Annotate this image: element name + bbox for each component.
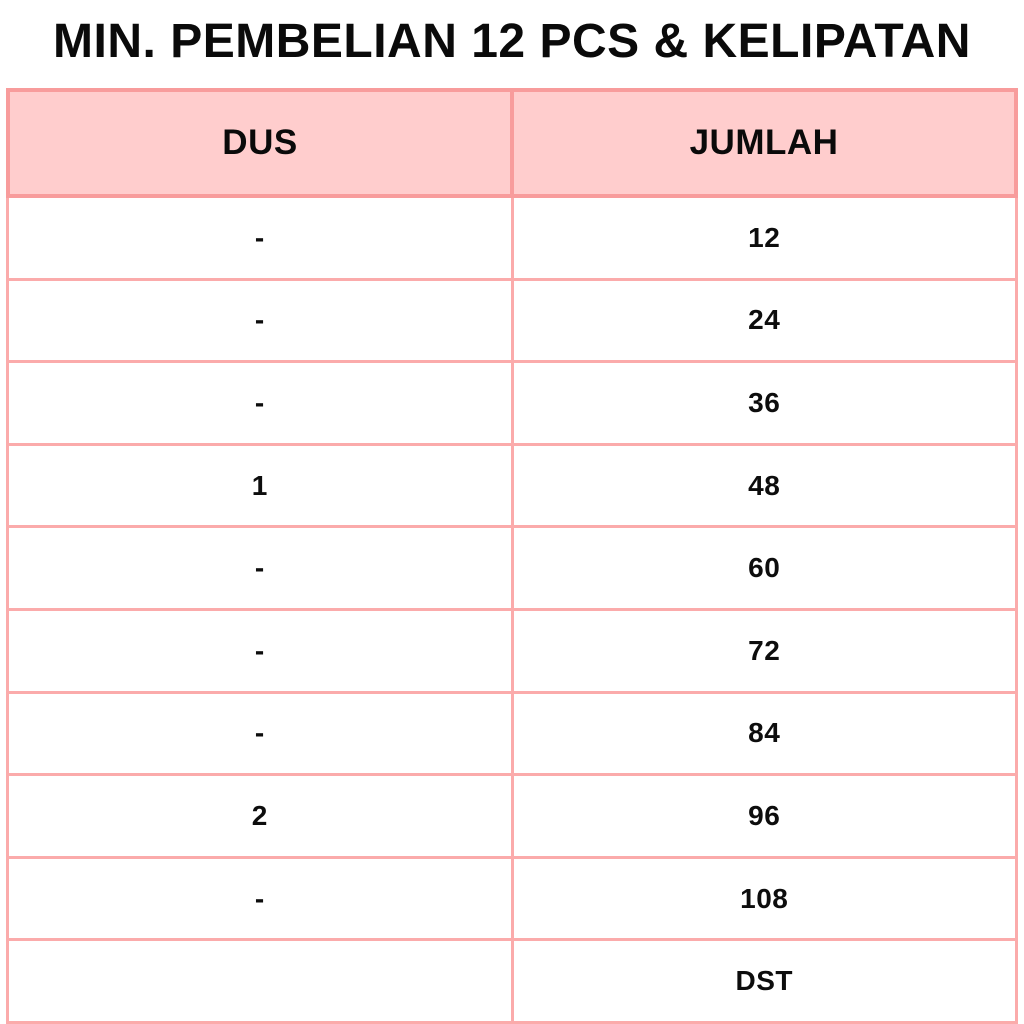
- cell-dus: -: [9, 528, 514, 608]
- page-title: MIN. PEMBELIAN 12 PCS & KELIPATAN: [53, 15, 971, 68]
- table-row: 2 96: [9, 776, 1015, 859]
- cell-jumlah: 72: [748, 634, 781, 666]
- cell-dus: [9, 941, 514, 1021]
- cell-jumlah: 108: [740, 882, 789, 914]
- cell-jumlah: DST: [735, 965, 793, 997]
- table-row: - 12: [9, 198, 1015, 281]
- cell-dus: 1: [9, 445, 514, 526]
- column-header-jumlah: JUMLAH: [689, 123, 839, 162]
- cell-jumlah: 60: [748, 552, 781, 584]
- cell-dus: 2: [9, 776, 514, 856]
- cell-dus: -: [9, 858, 514, 939]
- cell-jumlah: 84: [748, 717, 781, 749]
- cell-dus: -: [9, 363, 514, 443]
- table-row: - 108: [9, 858, 1015, 942]
- cell-dus: -: [9, 693, 514, 774]
- cell-dus: -: [9, 198, 514, 278]
- table-row: - 60: [9, 528, 1015, 611]
- cell-jumlah: 48: [748, 469, 781, 501]
- min-purchase-table: DUS JUMLAH - 12 - 24 - 36 1 48 - 60 - 72: [6, 88, 1018, 1024]
- cell-dus: -: [9, 280, 514, 361]
- table-row: DST: [9, 941, 1015, 1024]
- cell-jumlah: 36: [748, 386, 781, 418]
- table-row: - 84: [9, 693, 1015, 777]
- table-body: - 12 - 24 - 36 1 48 - 60 - 72 - 84 2: [6, 198, 1018, 1024]
- table-header-row: DUS JUMLAH: [6, 88, 1018, 198]
- cell-jumlah: 24: [748, 304, 781, 336]
- table-row: - 36: [9, 363, 1015, 446]
- cell-jumlah: 96: [748, 799, 781, 831]
- table-row: - 72: [9, 610, 1015, 694]
- cell-jumlah: 12: [748, 221, 781, 253]
- column-header-dus: DUS: [10, 92, 514, 194]
- table-row: - 24: [9, 280, 1015, 364]
- cell-dus: -: [9, 610, 514, 691]
- table-row: 1 48: [9, 445, 1015, 529]
